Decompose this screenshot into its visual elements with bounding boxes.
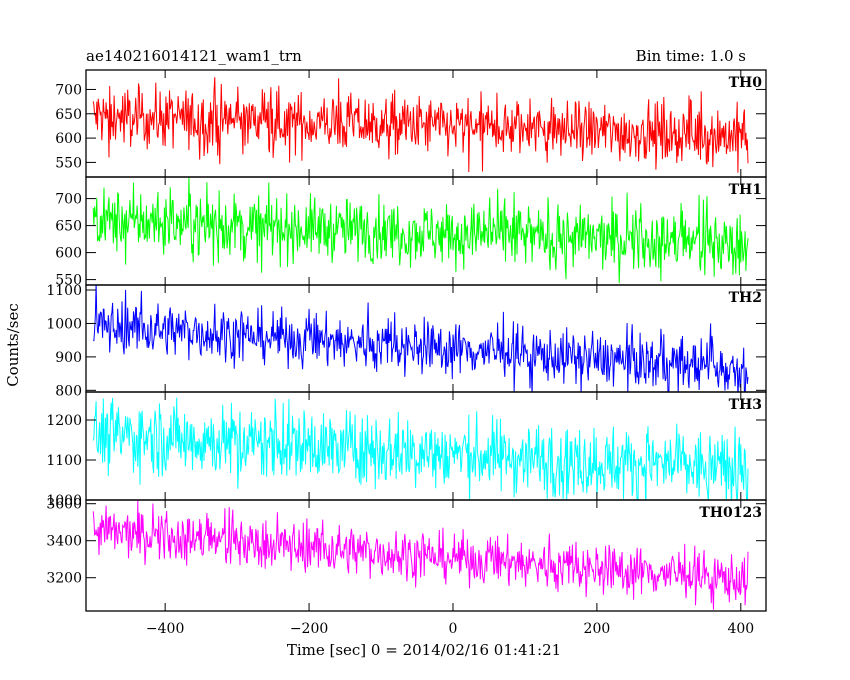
y-tick-label: 1100: [46, 283, 82, 299]
y-tick-label: 550: [55, 273, 82, 289]
bin-time-label: Bin time: 1.0 s: [636, 47, 746, 65]
y-tick-label: 3400: [46, 534, 82, 550]
y-tick-label: 700: [55, 82, 82, 98]
y-tick-label: 650: [55, 219, 82, 235]
panel-label-th1: TH1: [729, 182, 762, 198]
series-th0: [92, 77, 749, 173]
panel-label-th2: TH2: [729, 290, 762, 306]
x-tick-label: −400: [146, 621, 184, 637]
series-th2: [92, 285, 749, 392]
panel-label-th3: TH3: [729, 397, 762, 413]
panel-frame-th0123: [85, 499, 767, 612]
series-th3: [92, 397, 749, 500]
x-tick-label: 0: [449, 621, 458, 637]
x-tick-label: 400: [727, 621, 754, 637]
y-axis-label: Counts/sec: [4, 303, 22, 387]
series-th1: [92, 177, 749, 284]
series-th0123: [92, 500, 749, 610]
panel-label-th0: TH0: [729, 75, 763, 91]
y-tick-label: 600: [55, 246, 82, 262]
panels-group: 550 600 650 700 TH0 550 600 650 700 TH1 800 900 1000…: [46, 69, 767, 637]
y-tick-label: 900: [55, 350, 82, 366]
y-tick-label: 550: [55, 155, 82, 171]
y-tick-label: 1100: [46, 453, 82, 469]
y-tick-label: 700: [55, 192, 82, 208]
x-tick-label: −200: [290, 621, 328, 637]
y-tick-label: 1200: [46, 413, 82, 429]
chart-title: ae140216014121_wam1_trn: [86, 47, 302, 65]
y-tick-label: 3200: [46, 571, 82, 587]
y-tick-label: 1000: [46, 493, 82, 509]
y-tick-label: 650: [55, 107, 82, 123]
y-tick-label: 1000: [46, 316, 82, 332]
y-tick-label: 800: [55, 383, 82, 399]
y-tick-label: 600: [55, 131, 82, 147]
x-axis-label: Time [sec] 0 = 2014/02/16 01:41:21: [287, 641, 561, 659]
x-tick-label: 200: [584, 621, 611, 637]
panel-label-th0123: TH0123: [699, 505, 762, 521]
y-tick-label: 3600: [46, 497, 82, 513]
